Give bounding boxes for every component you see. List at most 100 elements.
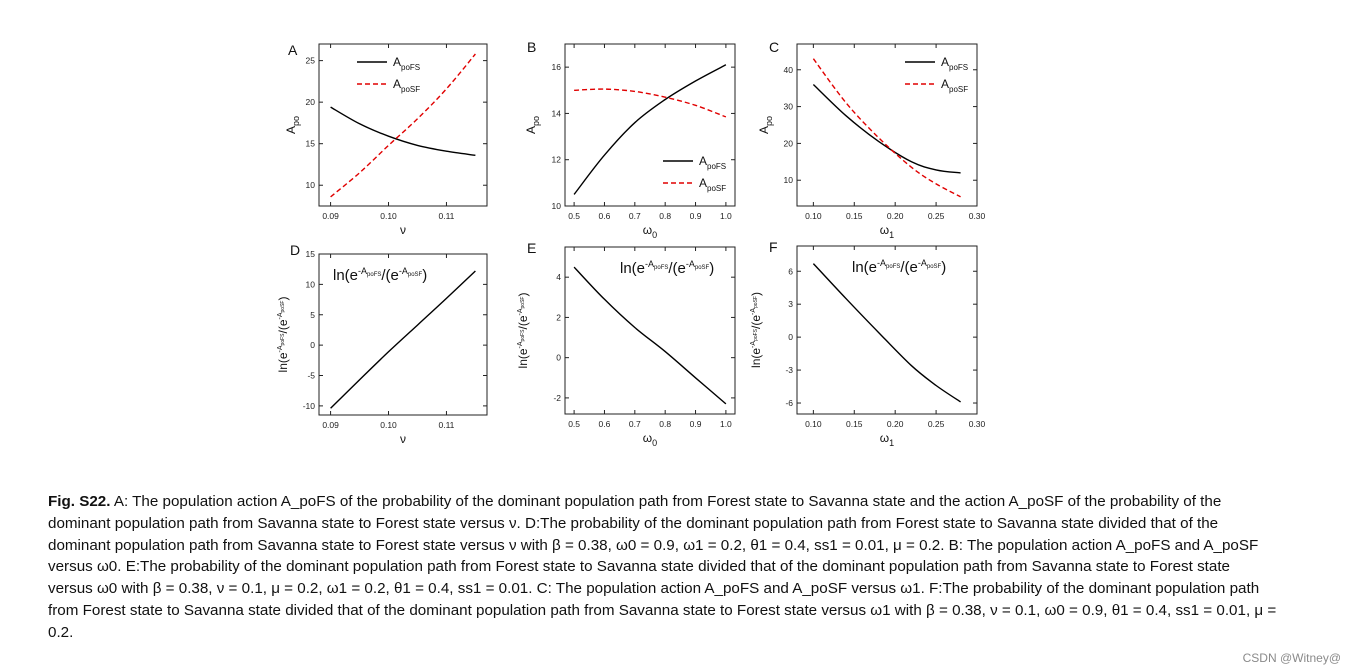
y-axis-label: Apo <box>284 116 301 134</box>
x-tick-label: 0.25 <box>928 211 945 221</box>
series-line-a-posf <box>574 88 727 118</box>
axes-frame <box>318 43 488 207</box>
legend-label: ApoFS <box>699 154 726 171</box>
panel-annotation: ln(e-ApoFS/(e-ApoSF) <box>620 259 714 277</box>
series-line-a-posf <box>812 58 961 198</box>
series-line-a-pofs <box>330 106 476 156</box>
axes-frame <box>796 245 978 415</box>
series-line-curve <box>812 263 961 403</box>
y-tick-label: -10 <box>303 401 316 411</box>
y-tick-label: 15 <box>306 249 316 259</box>
panel-annotation: ln(e-ApoFS/(e-ApoSF) <box>333 266 427 284</box>
panel-label: B <box>527 39 536 55</box>
y-tick-label: 2 <box>556 312 561 322</box>
y-tick-label: 0 <box>788 332 793 342</box>
y-tick-label: 40 <box>784 65 794 75</box>
panel-label: A <box>288 42 298 58</box>
series-line-a-pofs <box>812 83 961 174</box>
y-tick-label: 25 <box>306 56 316 66</box>
x-axis-label: ω1 <box>880 223 894 240</box>
y-tick-label: -3 <box>785 365 793 375</box>
x-tick-label: 0.20 <box>887 419 904 429</box>
x-tick-label: 0.20 <box>887 211 904 221</box>
y-tick-label: 12 <box>552 155 562 165</box>
x-tick-label: 0.15 <box>846 211 863 221</box>
x-axis-label: ω1 <box>880 431 894 448</box>
x-tick-label: 0.11 <box>438 211 454 221</box>
y-tick-label: 10 <box>552 201 562 211</box>
x-tick-label: 0.8 <box>659 419 671 429</box>
chart-panel-d: D 0.09 0.10 0.11 -10 -5 0 5 10 15 ν ln(e-ApoFS/(e-A… <box>276 242 488 446</box>
x-tick-label: 0.6 <box>599 211 611 221</box>
x-axis-label: ν <box>400 223 406 237</box>
x-tick-label: 0.10 <box>805 419 822 429</box>
y-axis-label: ln(e-ApoFS/(e-ApoSF) <box>516 293 530 369</box>
chart-panel-c: C 0.10 0.15 0.20 0.25 0.30 10 20 30 40 ω1 Apo ApoFS A… <box>757 39 986 240</box>
y-tick-label: 15 <box>306 139 316 149</box>
x-tick-label: 0.15 <box>846 419 863 429</box>
y-tick-label: 30 <box>784 102 794 112</box>
chart-panel-a: A 0.09 0.10 0.11 10 15 20 25 ν Apo ApoFS ApoSF <box>284 42 488 237</box>
x-tick-label: 0.30 <box>969 419 986 429</box>
panel-annotation: ln(e-ApoFS/(e-ApoSF) <box>852 258 946 276</box>
x-tick-label: 0.8 <box>659 211 671 221</box>
y-tick-label: 3 <box>788 299 793 309</box>
panel-label: D <box>290 242 300 258</box>
y-tick-label: 6 <box>788 266 793 276</box>
y-tick-label: 16 <box>552 62 562 72</box>
y-axis-label: Apo <box>524 116 541 134</box>
y-tick-label: 10 <box>306 180 316 190</box>
y-tick-label: 0 <box>310 340 315 350</box>
caption-lead: Fig. S22. <box>48 493 111 510</box>
x-tick-label: 0.7 <box>629 419 641 429</box>
x-tick-label: 0.6 <box>599 419 611 429</box>
x-tick-label: 0.5 <box>568 211 580 221</box>
figure-caption: Fig. S22. A: The population action A_poF… <box>48 491 1278 644</box>
series-line-a-posf <box>330 53 476 198</box>
legend-label: ApoSF <box>699 176 726 193</box>
y-tick-label: 5 <box>310 310 315 320</box>
y-tick-label: -5 <box>307 371 315 381</box>
chart-panel-e: E 0.5 0.6 0.7 0.8 0.9 1.0 -2 0 2 4 ω0 ln(e-ApoFS/(e-… <box>516 240 736 448</box>
x-tick-label: 0.10 <box>380 211 397 221</box>
x-tick-label: 0.09 <box>322 420 339 430</box>
panel-label: C <box>769 39 779 55</box>
x-tick-label: 1.0 <box>720 211 732 221</box>
watermark: CSDN @Witney@ <box>1242 651 1341 665</box>
axes-frame <box>796 43 978 207</box>
caption-body: A: The population action A_poFS of the p… <box>48 493 1277 641</box>
chart-panel-b: B 0.5 0.6 0.7 0.8 0.9 1.0 10 12 14 16 ω0 Apo ApoFS Apo… <box>524 39 736 240</box>
x-tick-label: 0.9 <box>690 419 702 429</box>
y-axis-label: ln(e-ApoFS/(e-ApoSF) <box>276 297 290 373</box>
x-axis-label: ω0 <box>643 431 657 448</box>
x-tick-label: 0.5 <box>568 419 580 429</box>
legend-label: ApoSF <box>393 77 420 94</box>
y-tick-label: 10 <box>784 175 794 185</box>
y-tick-label: 4 <box>556 272 561 282</box>
x-tick-label: 0.11 <box>438 420 454 430</box>
x-tick-label: 0.25 <box>928 419 945 429</box>
y-tick-label: 20 <box>784 138 794 148</box>
x-tick-label: 0.09 <box>322 211 339 221</box>
x-axis-label: ω0 <box>643 223 657 240</box>
y-tick-label: -6 <box>785 398 793 408</box>
axes-frame <box>318 253 488 416</box>
y-tick-label: -2 <box>553 393 561 403</box>
panel-label: E <box>527 240 536 256</box>
legend-label: ApoFS <box>393 55 420 72</box>
y-tick-label: 10 <box>306 279 316 289</box>
y-axis-label: ln(e-ApoFS/(e-ApoSF) <box>749 292 763 368</box>
y-axis-label: Apo <box>757 116 774 134</box>
x-tick-label: 0.10 <box>380 420 397 430</box>
series-line-a-pofs <box>573 64 727 195</box>
chart-panel-f: F 0.10 0.15 0.20 0.25 0.30 -6 -3 0 3 6 ω1 ln(e-ApoFS… <box>749 239 986 448</box>
x-tick-label: 1.0 <box>720 419 732 429</box>
legend-label: ApoFS <box>941 55 968 72</box>
x-tick-label: 0.7 <box>629 211 641 221</box>
x-axis-label: ν <box>400 432 406 446</box>
series-line-curve <box>573 266 727 405</box>
legend-label: ApoSF <box>941 77 968 94</box>
axes-frame <box>564 246 736 415</box>
series-line-curve <box>330 270 476 409</box>
